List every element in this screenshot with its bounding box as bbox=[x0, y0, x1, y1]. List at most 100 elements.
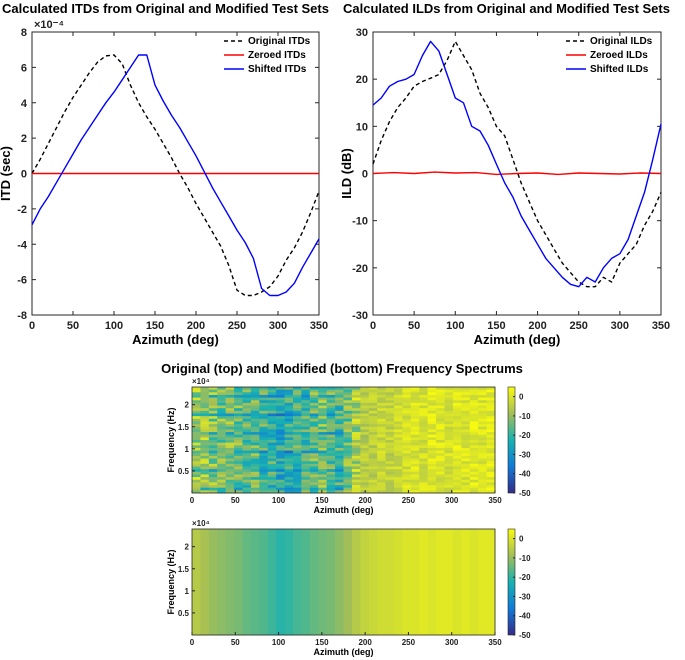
heat-cell bbox=[309, 440, 319, 444]
heat-cell bbox=[326, 485, 336, 489]
heat-cell bbox=[469, 442, 479, 446]
heat-cell bbox=[267, 445, 277, 449]
heat-cell bbox=[351, 469, 361, 473]
heat-cell bbox=[469, 397, 479, 401]
heat-cell bbox=[276, 463, 285, 467]
colorbar bbox=[507, 528, 516, 636]
heat-cell bbox=[486, 440, 496, 444]
heat-cell bbox=[234, 447, 243, 451]
heat-cell bbox=[267, 461, 277, 465]
heat-cell bbox=[394, 432, 403, 436]
heat-cell bbox=[436, 416, 445, 420]
heat-cell bbox=[309, 421, 319, 425]
heat-cell bbox=[318, 487, 328, 491]
heat-cell bbox=[444, 440, 454, 444]
heat-cell bbox=[452, 485, 462, 489]
heat-cell bbox=[402, 479, 412, 483]
x-axis-label: Azimuth (deg) bbox=[314, 505, 374, 515]
heat-cell bbox=[419, 450, 429, 454]
heat-cell bbox=[452, 469, 462, 473]
heat-cell bbox=[377, 429, 386, 433]
heat-cell bbox=[225, 429, 235, 433]
heat-cell bbox=[360, 394, 370, 398]
heat-cell bbox=[225, 474, 235, 478]
heat-cell bbox=[234, 461, 243, 465]
heat-cell bbox=[318, 463, 328, 467]
x-tick-label: 50 bbox=[231, 496, 240, 505]
heat-cell bbox=[208, 463, 218, 467]
heat-cell bbox=[259, 389, 269, 393]
heat-cell bbox=[368, 400, 378, 404]
heat-cell bbox=[385, 455, 395, 459]
heat-cell bbox=[267, 453, 277, 457]
heat-cell bbox=[343, 455, 353, 459]
heat-cell bbox=[402, 424, 412, 428]
heat-cell bbox=[452, 437, 462, 441]
legend-entry: Shifted ITDs bbox=[248, 64, 307, 75]
heat-cell bbox=[259, 397, 269, 401]
heat-cell bbox=[234, 442, 243, 446]
heat-cell bbox=[486, 477, 496, 481]
heat-cell bbox=[326, 458, 336, 462]
heat-cell bbox=[326, 400, 336, 404]
heat-cell bbox=[284, 463, 294, 467]
heat-cell bbox=[200, 426, 210, 430]
heat-cell bbox=[267, 455, 277, 459]
chart-title: Calculated ILDs from Original and Modifi… bbox=[343, 1, 670, 16]
heat-cell bbox=[200, 482, 210, 486]
heat-cell bbox=[309, 400, 319, 404]
heat-cell bbox=[343, 424, 353, 428]
heat-cell bbox=[343, 413, 353, 417]
heat-cell bbox=[301, 455, 311, 459]
heat-cell bbox=[452, 477, 462, 481]
heat-cell bbox=[419, 487, 429, 491]
heat-cell bbox=[301, 461, 311, 465]
heat-cell bbox=[478, 408, 487, 412]
heat-cell bbox=[335, 477, 344, 481]
heat-cell bbox=[301, 463, 311, 467]
heat-cell bbox=[427, 421, 437, 425]
heat-cell bbox=[335, 479, 344, 483]
heat-cell bbox=[427, 450, 437, 454]
heat-cell bbox=[419, 434, 429, 438]
heat-cell bbox=[284, 413, 294, 417]
heat-cell bbox=[225, 392, 235, 396]
heat-cell bbox=[242, 455, 252, 459]
heat-cell bbox=[284, 445, 294, 449]
heat-cell bbox=[469, 487, 479, 491]
heat-cell bbox=[318, 471, 328, 475]
y-tick-label: 1 bbox=[185, 445, 190, 454]
heat-cell bbox=[276, 450, 285, 454]
heat-cell bbox=[351, 487, 361, 491]
heat-cell bbox=[394, 405, 403, 409]
heat-cell bbox=[351, 410, 361, 414]
heat-cell bbox=[200, 485, 210, 489]
heat-cell bbox=[469, 445, 479, 449]
heat-cell bbox=[250, 429, 260, 433]
heat-cell bbox=[318, 402, 328, 406]
heat-cell bbox=[444, 418, 454, 422]
heat-cell bbox=[326, 397, 336, 401]
heat-cell bbox=[267, 442, 277, 446]
heat-cell bbox=[208, 442, 218, 446]
heat-cell bbox=[234, 458, 243, 462]
heat-cell bbox=[293, 405, 302, 409]
y-tick-label: 8 bbox=[21, 27, 27, 39]
heat-cell bbox=[394, 461, 403, 465]
heat-cell bbox=[284, 450, 294, 454]
heat-cell bbox=[225, 453, 235, 457]
heat-cell bbox=[242, 424, 252, 428]
heat-cell bbox=[208, 485, 218, 489]
heat-cell bbox=[444, 434, 454, 438]
heat-cell bbox=[469, 450, 479, 454]
heat-cell bbox=[444, 471, 454, 475]
heat-cell bbox=[436, 445, 445, 449]
heat-cell bbox=[326, 490, 336, 494]
heat-cell bbox=[402, 474, 412, 478]
heat-cell bbox=[469, 421, 479, 425]
heat-cell bbox=[360, 392, 370, 396]
heat-cell bbox=[452, 529, 462, 636]
heat-cell bbox=[293, 432, 302, 436]
heat-cell bbox=[217, 421, 227, 425]
heat-cell bbox=[276, 455, 285, 459]
